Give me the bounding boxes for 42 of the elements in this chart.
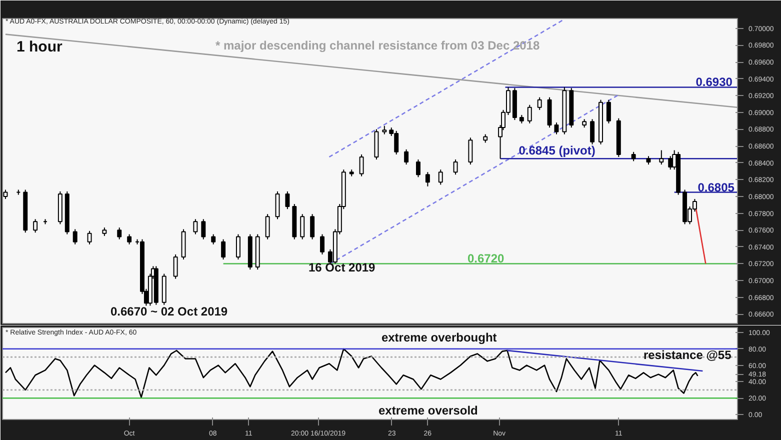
candlestick	[425, 172, 430, 187]
annotation: 0.6845 (pivot)	[518, 144, 596, 158]
candlestick	[554, 122, 559, 135]
annotation: resistance @55	[644, 348, 732, 362]
annotation: 16 Oct 2019	[308, 260, 376, 274]
candlestick	[631, 151, 636, 162]
candlestick	[33, 218, 38, 234]
candlestick	[310, 214, 315, 240]
annotation: 0.6805	[698, 180, 735, 194]
candlestick	[193, 218, 198, 235]
candlestick	[127, 234, 132, 245]
candlestick	[173, 254, 178, 280]
annotation: extreme oversold	[378, 404, 478, 418]
candlestick	[453, 158, 458, 176]
candlestick	[590, 118, 595, 145]
candlestick	[320, 234, 324, 255]
candlestick	[285, 190, 290, 210]
candlestick	[211, 234, 216, 245]
candlestick	[416, 158, 420, 178]
candlestick	[359, 154, 364, 177]
annotation: 0.6720	[467, 252, 504, 266]
candlestick	[72, 228, 78, 245]
candlestick	[668, 156, 673, 170]
annotation: 1 hour	[16, 38, 62, 56]
candlestick	[468, 137, 473, 166]
candlestick	[537, 96, 542, 110]
candlestick	[606, 99, 611, 124]
candlestick	[527, 104, 532, 124]
annotation: extreme overbought	[381, 330, 497, 345]
annotation: * major descending channel resistance from 03 Dec 2018	[216, 38, 540, 52]
candlestick	[300, 214, 305, 240]
candlestick	[265, 214, 270, 240]
candlestick	[438, 169, 443, 186]
candlestick	[236, 234, 240, 260]
annotation: 0.6930	[696, 75, 733, 90]
candlestick	[117, 227, 122, 240]
candlestick	[221, 238, 226, 260]
candlestick	[659, 150, 664, 166]
candlestick	[404, 148, 409, 166]
annotation: 0.6670 ~ 02 Oct 2019	[110, 304, 228, 318]
candlestick	[87, 230, 92, 245]
candlestick	[201, 218, 206, 240]
